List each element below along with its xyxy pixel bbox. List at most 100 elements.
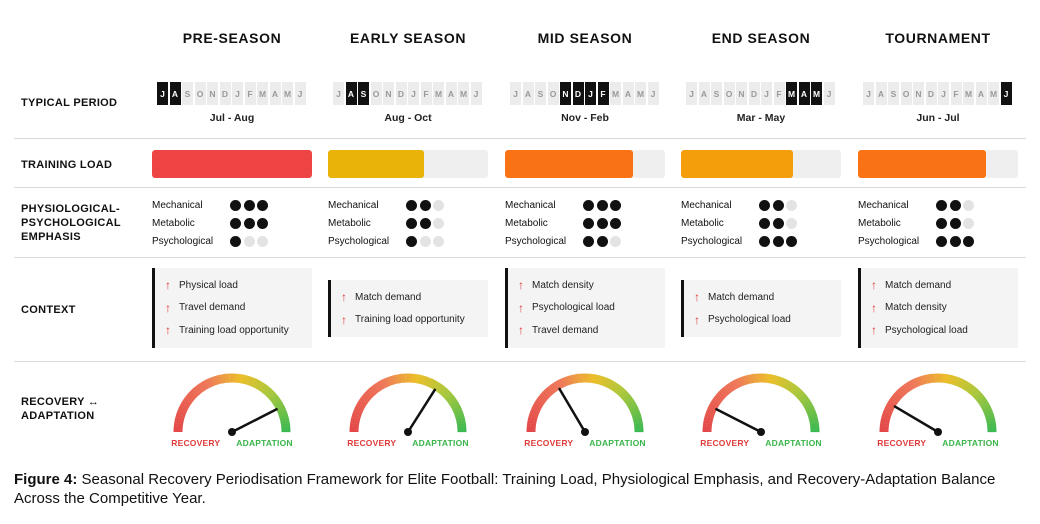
emphasis-block: Mechanical Metabolic Psychological	[681, 196, 841, 250]
gauge-adaptation-label: ADAPTATION	[765, 438, 822, 448]
month-cell: A	[798, 82, 810, 105]
month-cell: N	[913, 82, 924, 105]
month-cell: A	[875, 82, 887, 105]
emphasis-label: Metabolic	[505, 217, 548, 229]
emphasis-row: Mechanical	[505, 196, 665, 214]
month-cell: M	[963, 82, 974, 105]
up-arrow-icon: ↑	[518, 323, 524, 338]
emphasis-dot	[786, 217, 797, 229]
month-cell: J	[686, 82, 697, 105]
emphasis-block: Mechanical Metabolic Psychological	[858, 196, 1018, 250]
row-label-recovery: RECOVERY ↔ ADAPTATION	[21, 395, 141, 423]
gauge-svg	[349, 373, 467, 436]
month-cell: O	[723, 82, 735, 105]
period-label: Aug - Oct	[384, 112, 432, 124]
month-cell: O	[194, 82, 206, 105]
month-cell: A	[445, 82, 457, 105]
emphasis-block: Mechanical Metabolic Psychological	[505, 196, 665, 250]
emphasis-label: Metabolic	[681, 217, 724, 229]
month-cell: N	[207, 82, 218, 105]
month-cell: D	[572, 82, 584, 105]
month-cell: A	[698, 82, 710, 105]
emphasis-dot	[583, 199, 594, 211]
gauge-labels: RECOVERY ADAPTATION	[144, 438, 320, 448]
month-cell: A	[522, 82, 534, 105]
context-box: ↑ Physical load ↑ Travel demand ↑ Training lo…	[152, 268, 312, 348]
context-box: ↑ Match demand ↑ Training load opportunity	[328, 280, 488, 337]
gauge-labels: RECOVERY ADAPTATION	[673, 438, 849, 448]
training-load-bar	[328, 150, 488, 178]
emphasis-dot	[433, 199, 444, 211]
month-cell: M	[811, 82, 822, 105]
row-label-context: CONTEXT	[21, 304, 76, 316]
emphasis-dot	[230, 217, 241, 229]
recovery-adaptation-gauge	[144, 372, 320, 452]
emphasis-dot	[936, 217, 947, 229]
month-cell: A	[622, 82, 634, 105]
up-arrow-icon: ↑	[694, 290, 700, 305]
context-text: Match demand	[885, 279, 952, 291]
emphasis-row: Mechanical	[681, 196, 841, 214]
row-label-period: TYPICAL PERIOD	[21, 97, 118, 109]
gauge-adaptation-label: ADAPTATION	[412, 438, 469, 448]
emphasis-dot	[786, 199, 797, 211]
emphasis-row: Psychological	[505, 232, 665, 250]
gauge-svg	[879, 373, 997, 436]
gauge-svg	[702, 373, 820, 436]
emphasis-dot	[406, 199, 417, 211]
emphasis-dot	[230, 235, 241, 247]
month-cell: J	[863, 82, 874, 105]
emphasis-dot	[406, 235, 417, 247]
month-cell: M	[282, 82, 293, 105]
month-cell: N	[383, 82, 394, 105]
gauge-adaptation-label: ADAPTATION	[589, 438, 646, 448]
month-cell: J	[470, 82, 482, 105]
month-cell: J	[585, 82, 596, 105]
emphasis-dot	[772, 235, 784, 247]
up-arrow-icon: ↑	[341, 312, 347, 327]
emphasis-dot	[936, 235, 947, 247]
phase-title: EARLY SEASON	[349, 30, 467, 46]
emphasis-dot	[243, 199, 255, 211]
month-cell: D	[748, 82, 760, 105]
period-label: Jul - Aug	[209, 112, 255, 124]
gauge-labels: RECOVERY ADAPTATION	[497, 438, 673, 448]
context-text: Physical load	[179, 279, 238, 291]
month-cell: S	[182, 82, 193, 105]
context-box: ↑ Match demand ↑ Match density ↑ Psychologica…	[858, 268, 1018, 348]
month-cell: D	[925, 82, 937, 105]
row-label-load: TRAINING LOAD	[21, 159, 113, 171]
month-cell: M	[988, 82, 999, 105]
month-cell: F	[597, 82, 609, 105]
recovery-adaptation-gauge	[673, 372, 849, 452]
phase-title: END SEASON	[711, 30, 811, 46]
training-load-fill	[505, 150, 633, 178]
up-arrow-icon: ↑	[165, 278, 171, 293]
emphasis-dot	[759, 199, 770, 211]
divider	[14, 138, 1026, 139]
emphasis-row: Metabolic	[681, 214, 841, 232]
month-cell: J	[761, 82, 772, 105]
emphasis-dot	[610, 235, 621, 247]
context-text: Training load opportunity	[179, 324, 289, 336]
month-cell: N	[560, 82, 571, 105]
context-text: Match density	[532, 279, 594, 291]
emphasis-dot	[433, 217, 444, 229]
emphasis-dot	[230, 199, 241, 211]
context-text: Psychological load	[532, 302, 615, 314]
training-load-fill	[858, 150, 986, 178]
caption-label: Figure 4:	[14, 471, 78, 488]
context-item: ↑ Travel demand	[518, 319, 665, 342]
month-cell: D	[395, 82, 407, 105]
row-label-emphasis-line3: EMPHASIS	[21, 231, 81, 243]
month-cell: N	[736, 82, 747, 105]
context-text: Training load opportunity	[355, 314, 465, 326]
month-cell: F	[773, 82, 785, 105]
emphasis-dot	[786, 235, 797, 247]
emphasis-dot	[257, 217, 268, 229]
month-cell: D	[219, 82, 231, 105]
emphasis-row: Metabolic	[505, 214, 665, 232]
training-load-fill	[152, 150, 312, 178]
